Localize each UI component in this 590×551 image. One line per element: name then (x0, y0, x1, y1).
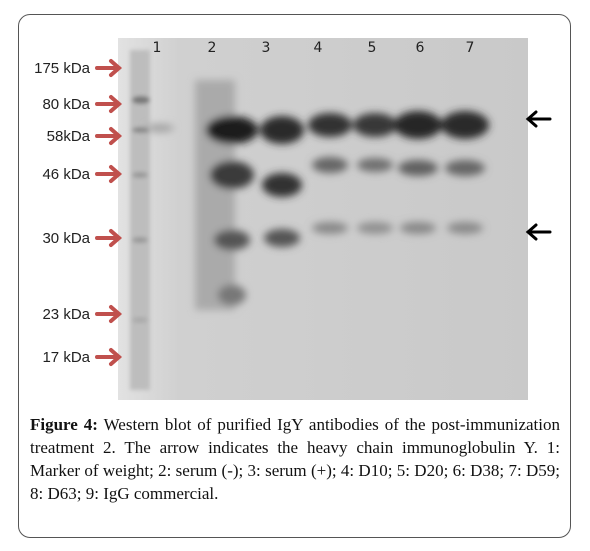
figure-caption: Figure 4: Western blot of purified IgY a… (30, 413, 560, 505)
lane-label: 3 (262, 40, 271, 56)
marker-label: 30 kDa (42, 230, 90, 247)
marker-arrow (95, 165, 123, 183)
lane-label: 7 (466, 40, 475, 56)
lane-label: 6 (416, 40, 425, 56)
lane-label: 5 (368, 40, 377, 56)
marker-arrow (95, 348, 123, 366)
lane-label: 4 (314, 40, 323, 56)
marker-arrow (95, 305, 123, 323)
caption-label: Figure 4: (30, 415, 98, 434)
caption-text: Western blot of purified IgY antibodies … (30, 415, 560, 503)
marker-labels: 175 kDa 80 kDa 58kDa 46 kDa 30 kDa 23 kDa 17 k… (34, 59, 123, 366)
marker-label: 175 kDa (34, 60, 91, 77)
marker-lane (130, 50, 150, 390)
lane-label: 2 (208, 40, 217, 56)
right-arrows (525, 110, 552, 241)
marker-arrow (95, 127, 123, 145)
bands (146, 80, 489, 310)
lane-labels: 1 2 3 4 5 6 7 (153, 40, 475, 56)
figure-frame (18, 14, 571, 538)
lane-label: 1 (153, 40, 162, 56)
marker-arrow (95, 95, 123, 113)
marker-label: 58kDa (47, 128, 91, 145)
blot-figure: 1 2 3 4 5 6 7 175 kDa 80 kDa 58kDa 46 kDa 30 kDa 23… (34, 38, 552, 400)
marker-label: 80 kDa (42, 96, 90, 113)
marker-arrow (95, 59, 123, 77)
marker-label: 23 kDa (42, 306, 90, 323)
marker-label: 46 kDa (42, 166, 90, 183)
marker-label: 17 kDa (42, 349, 90, 366)
marker-arrow (95, 229, 123, 247)
blot-background (118, 38, 528, 400)
